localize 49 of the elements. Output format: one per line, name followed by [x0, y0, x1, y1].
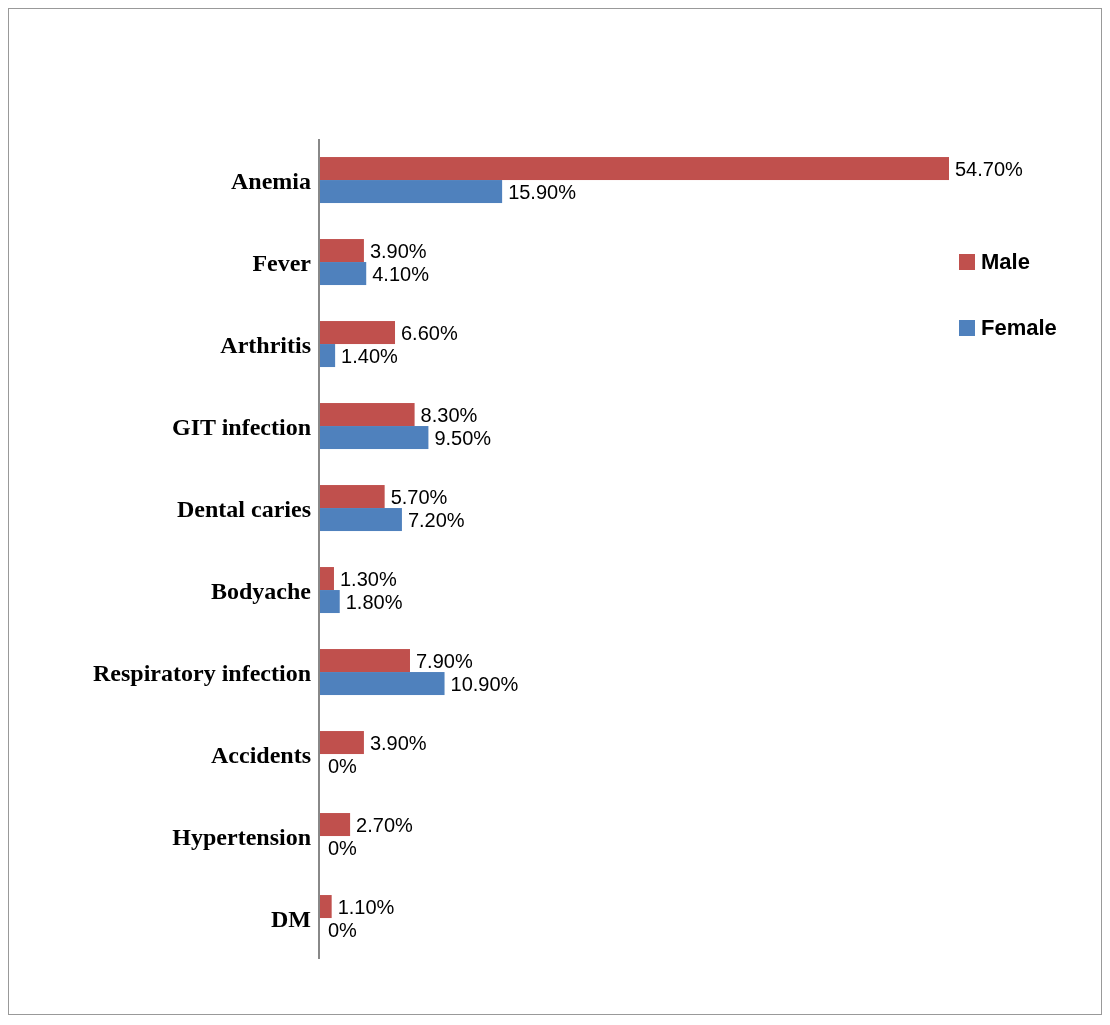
- y-tick-label: Dental caries: [177, 495, 311, 522]
- bar: [319, 403, 415, 427]
- data-label: 7.20%: [407, 508, 465, 531]
- data-label: 1.30%: [339, 567, 397, 590]
- bar: [319, 672, 445, 696]
- data-label: 8.30%: [420, 403, 478, 426]
- y-tick-label: Fever: [252, 249, 312, 276]
- y-tick-label: GIT infection: [172, 413, 311, 440]
- bar: [319, 239, 364, 263]
- bar: [319, 157, 949, 181]
- data-label: 0%: [328, 754, 358, 777]
- legend-label: Male: [981, 249, 1030, 275]
- bar: [319, 895, 332, 919]
- y-tick-label: Anemia: [231, 167, 311, 194]
- legend-label: Female: [981, 315, 1057, 341]
- data-label: 3.90%: [369, 731, 427, 754]
- data-label: 3.90%: [369, 239, 427, 262]
- bar: [319, 649, 410, 673]
- bar: [319, 508, 402, 532]
- data-label: 9.50%: [434, 426, 492, 449]
- bar: [319, 426, 429, 450]
- y-tick-label: Bodyache: [210, 577, 312, 604]
- bar: [319, 262, 367, 286]
- data-label: 54.70%: [955, 157, 1024, 180]
- data-label: 15.90%: [508, 180, 577, 203]
- y-tick-label: DM: [271, 905, 311, 932]
- data-label: 0%: [328, 836, 358, 859]
- data-label: 6.60%: [401, 321, 458, 344]
- data-label: 5.70%: [390, 485, 448, 508]
- bar: [319, 567, 334, 591]
- y-tick-label: Respiratory infection: [93, 659, 311, 686]
- y-tick-label: Hypertension: [172, 823, 311, 850]
- data-label: 0%: [328, 918, 358, 941]
- bar: [319, 321, 396, 345]
- y-tick-label: Accidents: [211, 741, 311, 768]
- data-label: 1.80%: [345, 590, 403, 613]
- data-label: 1.40%: [341, 344, 399, 367]
- data-label: 2.70%: [356, 813, 414, 836]
- data-label: 10.90%: [450, 672, 519, 695]
- bar: [319, 813, 351, 837]
- data-label: 4.10%: [372, 262, 430, 285]
- bar: [319, 731, 364, 755]
- data-label: 7.90%: [415, 649, 473, 672]
- bar: [319, 344, 336, 368]
- bar: [319, 180, 503, 204]
- data-label: 1.10%: [337, 895, 395, 918]
- bar: [319, 485, 385, 509]
- bar: [319, 590, 340, 614]
- y-tick-label: Arthritis: [220, 331, 311, 358]
